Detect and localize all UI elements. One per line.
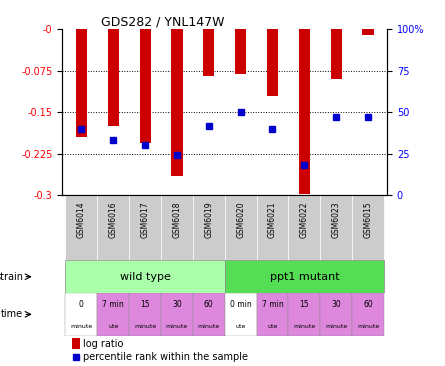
Text: GSM6023: GSM6023 — [332, 202, 341, 238]
Bar — [97, 293, 129, 336]
Bar — [320, 195, 352, 260]
Bar — [352, 195, 384, 260]
Bar — [97, 195, 129, 260]
Text: minute: minute — [70, 324, 93, 329]
Text: GSM6019: GSM6019 — [204, 202, 213, 238]
Text: minute: minute — [325, 324, 347, 329]
Bar — [161, 293, 193, 336]
Text: 7 min: 7 min — [102, 300, 124, 309]
Text: GSM6020: GSM6020 — [236, 202, 245, 238]
Text: wild type: wild type — [120, 272, 170, 282]
Bar — [225, 260, 384, 293]
Bar — [140, 29, 151, 143]
Text: percentile rank within the sample: percentile rank within the sample — [83, 352, 248, 362]
Text: 30: 30 — [332, 300, 341, 309]
Bar — [65, 260, 225, 293]
Text: minute: minute — [198, 324, 220, 329]
Text: GDS282 / YNL147W: GDS282 / YNL147W — [101, 15, 225, 28]
Text: 15: 15 — [140, 300, 150, 309]
Bar — [257, 195, 288, 260]
Text: GSM6018: GSM6018 — [173, 202, 182, 238]
Text: GSM6014: GSM6014 — [77, 202, 86, 238]
Text: 7 min: 7 min — [262, 300, 283, 309]
Bar — [171, 29, 182, 176]
Text: GSM6016: GSM6016 — [109, 202, 118, 238]
Bar — [331, 29, 342, 79]
Bar — [225, 195, 257, 260]
Text: minute: minute — [134, 324, 156, 329]
Bar — [65, 293, 97, 336]
Text: 60: 60 — [363, 300, 373, 309]
Bar — [76, 29, 87, 137]
Text: minute: minute — [293, 324, 316, 329]
Text: GSM6017: GSM6017 — [141, 202, 150, 238]
Bar — [225, 293, 257, 336]
Text: ute: ute — [108, 324, 118, 329]
Text: 0: 0 — [79, 300, 84, 309]
Text: 60: 60 — [204, 300, 214, 309]
Text: 30: 30 — [172, 300, 182, 309]
Bar — [161, 195, 193, 260]
Bar — [235, 29, 246, 74]
Text: GSM6022: GSM6022 — [300, 202, 309, 238]
Text: 15: 15 — [299, 300, 309, 309]
Bar — [288, 195, 320, 260]
Text: minute: minute — [166, 324, 188, 329]
Bar — [129, 195, 161, 260]
Text: strain: strain — [0, 272, 23, 282]
Bar — [299, 29, 310, 194]
Bar — [193, 293, 225, 336]
Bar — [65, 195, 97, 260]
Text: ute: ute — [267, 324, 278, 329]
Bar — [363, 29, 374, 35]
Text: log ratio: log ratio — [83, 339, 124, 349]
Bar — [203, 29, 214, 76]
Bar — [257, 293, 288, 336]
Text: ute: ute — [235, 324, 246, 329]
Bar — [267, 29, 278, 96]
Text: GSM6021: GSM6021 — [268, 202, 277, 238]
Text: ppt1 mutant: ppt1 mutant — [270, 272, 339, 282]
Text: time: time — [1, 309, 23, 320]
Text: GSM6015: GSM6015 — [364, 202, 372, 238]
Bar — [108, 29, 119, 126]
Text: minute: minute — [357, 324, 379, 329]
Bar — [320, 293, 352, 336]
Bar — [129, 293, 161, 336]
Bar — [72, 338, 80, 349]
Text: 0 min: 0 min — [230, 300, 251, 309]
Bar — [352, 293, 384, 336]
Bar — [193, 195, 225, 260]
Bar — [288, 293, 320, 336]
